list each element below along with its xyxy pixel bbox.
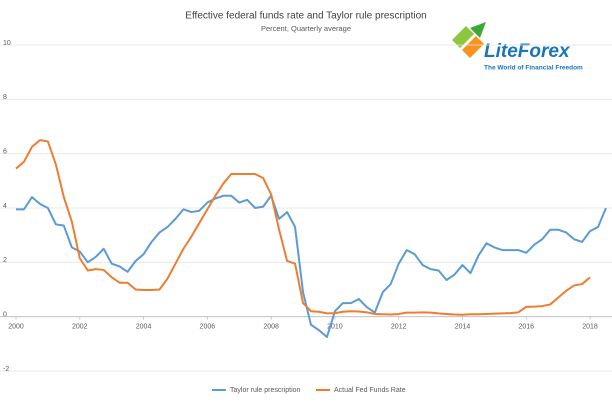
logo-name: LiteForex [484, 41, 571, 62]
x-tick-label: 2004 [136, 324, 152, 331]
y-tick-label: 4 [3, 203, 7, 210]
x-tick-label: 2002 [72, 324, 88, 331]
x-tick-label: 2018 [582, 324, 598, 331]
y-tick-label: 6 [3, 149, 7, 156]
x-tick-label: 2016 [518, 324, 534, 331]
logo: LiteForex The World of Financial Freedom [452, 22, 583, 72]
legend-label: Taylor rule prescription [230, 387, 301, 394]
x-tick-label: 2008 [263, 324, 279, 331]
chart-subtitle: Percent, Quarterly average [261, 24, 351, 33]
series-line [15, 139, 591, 316]
y-tick-label: 8 [3, 94, 7, 101]
chart-title: Effective federal funds rate and Taylor … [185, 11, 426, 22]
logo-mark [462, 36, 484, 58]
logo-mark [470, 22, 486, 38]
x-tick-label: 2012 [391, 324, 407, 331]
logo-mark [452, 26, 474, 48]
y-tick-label: 2 [3, 257, 7, 264]
x-tick-label: 2010 [327, 324, 343, 331]
y-tick-label: 0 [3, 312, 7, 319]
x-tick-label: 2014 [455, 324, 471, 331]
y-tick-label: -2 [3, 366, 9, 373]
x-tick-label: 2006 [200, 324, 216, 331]
y-tick-label: 10 [3, 40, 11, 47]
logo-tagline: The World of Financial Freedom [484, 65, 583, 72]
x-tick-label: 2000 [8, 324, 24, 331]
series-line [16, 194, 607, 339]
legend-label: Actual Fed Funds Rate [334, 387, 406, 394]
